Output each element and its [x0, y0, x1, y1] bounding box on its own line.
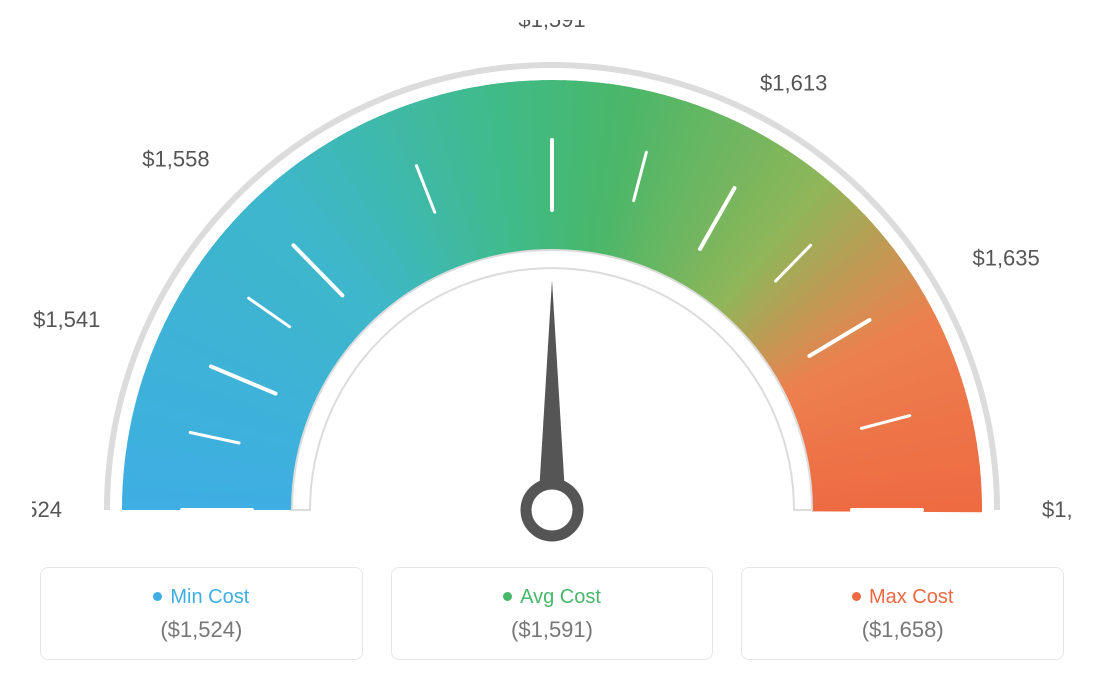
- max-cost-label: Max Cost: [762, 586, 1043, 609]
- svg-text:$1,635: $1,635: [972, 245, 1039, 270]
- max-cost-card: Max Cost ($1,658): [741, 567, 1064, 660]
- svg-text:$1,541: $1,541: [33, 307, 100, 332]
- min-label-text: Min Cost: [170, 586, 249, 608]
- avg-cost-card: Avg Cost ($1,591): [391, 567, 714, 660]
- avg-cost-value: ($1,591): [412, 617, 693, 643]
- avg-label-text: Avg Cost: [520, 586, 601, 608]
- svg-text:$1,524: $1,524: [32, 497, 62, 522]
- svg-text:$1,658: $1,658: [1042, 497, 1072, 522]
- max-dot-icon: [852, 592, 861, 601]
- cost-cards: Min Cost ($1,524) Avg Cost ($1,591) Max …: [40, 567, 1064, 660]
- svg-text:$1,558: $1,558: [142, 146, 209, 171]
- gauge-chart: $1,524 $1,541 $1,558 $1,591 $1,613 $1,635 $1,6…: [32, 20, 1072, 560]
- min-dot-icon: [153, 592, 162, 601]
- svg-text:$1,591: $1,591: [518, 20, 585, 32]
- min-cost-label: Min Cost: [61, 586, 342, 609]
- max-cost-value: ($1,658): [762, 617, 1043, 643]
- svg-text:$1,613: $1,613: [760, 71, 827, 96]
- min-cost-value: ($1,524): [61, 617, 342, 643]
- avg-cost-label: Avg Cost: [412, 586, 693, 609]
- avg-dot-icon: [503, 592, 512, 601]
- gauge-svg: $1,524 $1,541 $1,558 $1,591 $1,613 $1,635 $1,6…: [32, 20, 1072, 560]
- max-label-text: Max Cost: [869, 586, 953, 608]
- min-cost-card: Min Cost ($1,524): [40, 567, 363, 660]
